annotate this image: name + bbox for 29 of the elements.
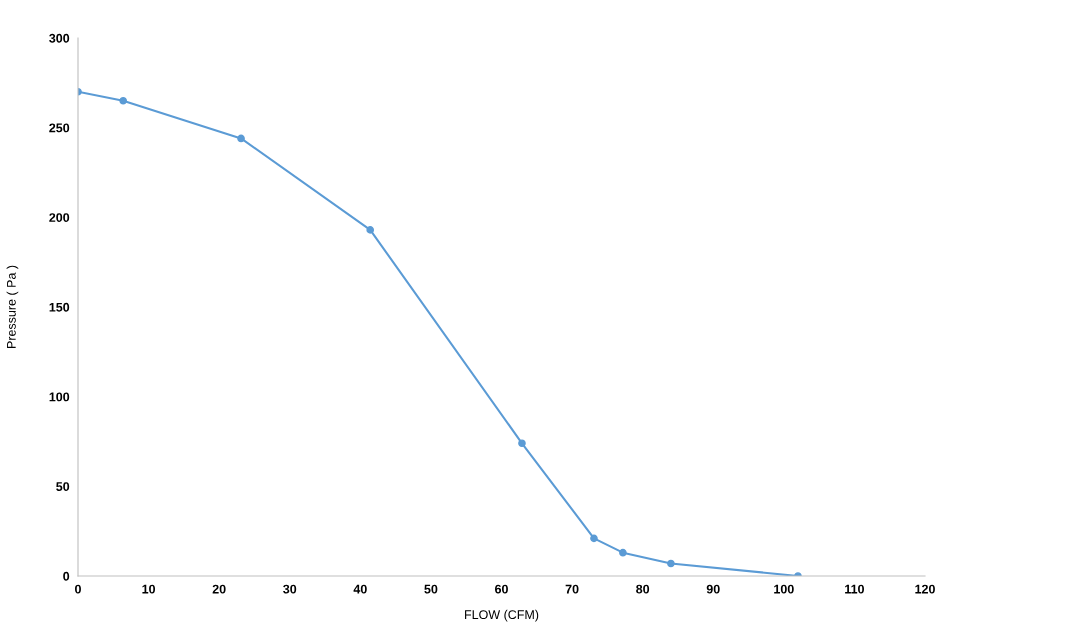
y-tick-label: 250 [49,123,70,133]
x-tick-label: 60 [495,584,508,594]
x-tick-label: 80 [636,584,650,594]
x-tick-label: 10 [142,584,156,594]
x-tick-label: 0 [75,584,81,594]
y-tick-label: 150 [49,302,70,312]
x-tick-label: 70 [565,584,579,594]
y-tick-label: 50 [56,482,70,491]
point [590,534,598,543]
y-tick-label: 200 [49,213,70,222]
point [366,226,375,234]
x-tick-label: 40 [353,584,367,594]
point [667,559,675,568]
y-tick-label: 300 [49,33,70,43]
x-tick-label: 100 [774,584,794,594]
point [619,548,627,557]
point [237,134,245,143]
x-tick-label: 110 [845,584,864,594]
point [518,439,526,448]
x-tick-label: 30 [283,584,297,594]
x-tick-label: 90 [706,584,720,594]
x-axis-title: FLOW (CFM) [465,609,539,622]
y-tick-label: 100 [49,392,70,402]
point [119,96,127,105]
x-tick-label: 20 [212,584,226,594]
x-tick-label: 120 [915,584,935,594]
y-tick-label: 0 [63,571,70,581]
y-axis-title: Pressure ( Pa ) [6,265,19,348]
x-tick-label: 50 [424,584,438,594]
